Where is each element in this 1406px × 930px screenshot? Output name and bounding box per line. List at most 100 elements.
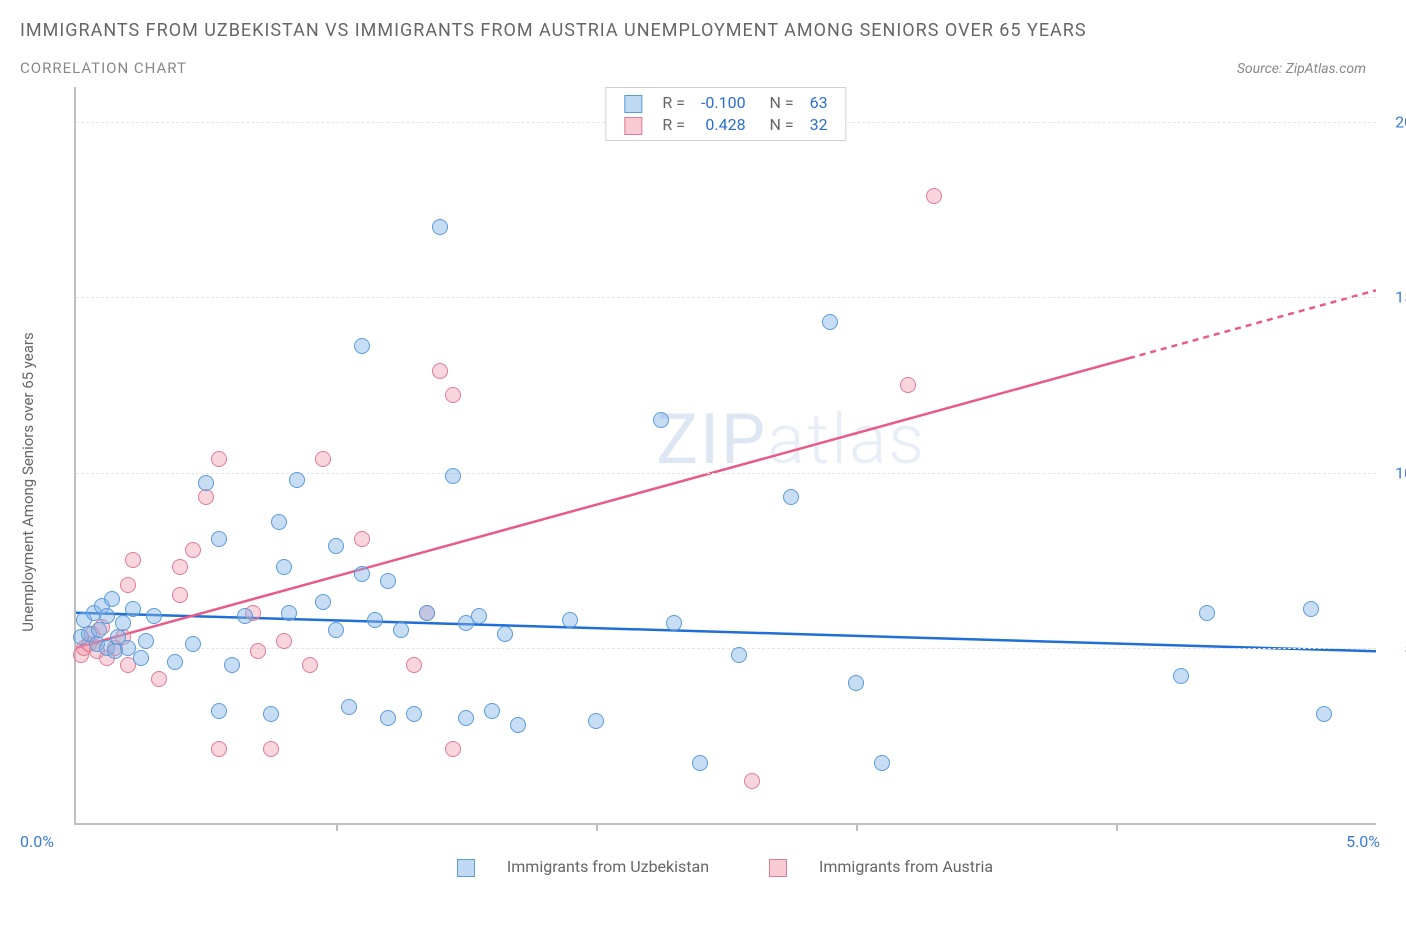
data-point-b [120, 577, 136, 593]
subtitle-row: CORRELATION CHART Source: ZipAtlas.com [20, 59, 1376, 77]
data-point-b [125, 552, 141, 568]
stats-row-a: R = -0.100 N = 63 [616, 92, 835, 114]
data-point-a [562, 612, 578, 628]
data-point-b [445, 741, 461, 757]
data-point-a [380, 710, 396, 726]
data-point-a [315, 594, 331, 610]
data-point-b [315, 451, 331, 467]
data-point-a [354, 338, 370, 354]
data-point-a [822, 314, 838, 330]
data-point-a [783, 489, 799, 505]
data-point-a [445, 468, 461, 484]
data-point-a [211, 703, 227, 719]
stat-label-r: R = [654, 92, 693, 114]
y-tick-label: 10.0% [1382, 463, 1406, 482]
data-point-b [445, 387, 461, 403]
data-point-a [125, 601, 141, 617]
chart-area: Unemployment Among Seniors over 65 years… [20, 87, 1376, 877]
data-point-a [133, 650, 149, 666]
data-point-a [328, 622, 344, 638]
y-tick-label: 5.0% [1382, 638, 1406, 657]
data-point-a [692, 755, 708, 771]
data-point-a [393, 622, 409, 638]
data-point-b [172, 559, 188, 575]
swatch-pink-icon [769, 859, 787, 877]
data-point-b [406, 657, 422, 673]
data-point-a [211, 531, 227, 547]
data-point-a [1316, 706, 1332, 722]
y-tick-label: 15.0% [1382, 288, 1406, 307]
data-point-b [185, 542, 201, 558]
watermark-bold: ZIP [656, 399, 767, 481]
data-point-a [354, 566, 370, 582]
data-point-a [185, 636, 201, 652]
stat-b-n: 32 [802, 114, 836, 136]
data-point-a [367, 612, 383, 628]
data-point-a [588, 713, 604, 729]
data-point-b [354, 531, 370, 547]
y-tick-label: 20.0% [1382, 113, 1406, 132]
data-point-a [848, 675, 864, 691]
stat-a-r: -0.100 [693, 92, 754, 114]
gridline [76, 297, 1376, 298]
data-point-a [874, 755, 890, 771]
x-tick-mark [1116, 823, 1118, 831]
data-point-b [211, 451, 227, 467]
data-point-a [328, 538, 344, 554]
data-point-a [380, 573, 396, 589]
data-point-b [744, 773, 760, 789]
data-point-a [484, 703, 500, 719]
data-point-a [289, 472, 305, 488]
y-axis-label: Unemployment Among Seniors over 65 years [19, 332, 37, 631]
x-tick-mark [336, 823, 338, 831]
data-point-b [151, 671, 167, 687]
data-point-a [432, 219, 448, 235]
data-point-a [138, 633, 154, 649]
data-point-a [1173, 668, 1189, 684]
swatch-blue-icon [624, 95, 642, 113]
data-point-a [91, 622, 107, 638]
data-point-a [263, 706, 279, 722]
data-point-a [271, 514, 287, 530]
data-point-a [198, 475, 214, 491]
x-tick-max: 5.0% [1346, 832, 1380, 851]
data-point-b [198, 489, 214, 505]
data-point-a [731, 647, 747, 663]
gridline [76, 473, 1376, 474]
stat-b-r: 0.428 [693, 114, 754, 136]
data-point-a [471, 608, 487, 624]
gridline [76, 648, 1376, 649]
data-point-a [115, 615, 131, 631]
data-point-b [211, 741, 227, 757]
watermark: ZIPatlas [656, 399, 926, 481]
data-point-a [458, 710, 474, 726]
stat-a-n: 63 [802, 92, 836, 114]
chart-title: IMMIGRANTS FROM UZBEKISTAN VS IMMIGRANTS… [20, 20, 1376, 41]
stat-label-n: N = [754, 92, 802, 114]
data-point-a [281, 605, 297, 621]
data-point-a [341, 699, 357, 715]
data-point-b [250, 643, 266, 659]
data-point-a [276, 559, 292, 575]
x-tick-mark [856, 823, 858, 831]
source-attribution: Source: ZipAtlas.com [1237, 61, 1366, 77]
data-point-b [900, 377, 916, 393]
data-point-a [666, 615, 682, 631]
data-point-b [172, 587, 188, 603]
data-point-b [263, 741, 279, 757]
stats-legend: R = -0.100 N = 63 R = 0.428 N = 32 [605, 87, 846, 141]
data-point-b [302, 657, 318, 673]
legend-item-b: Immigrants from Austria [755, 857, 1007, 876]
data-point-a [497, 626, 513, 642]
data-point-a [104, 591, 120, 607]
swatch-blue-icon [457, 859, 475, 877]
data-point-b [276, 633, 292, 649]
data-point-a [1199, 605, 1215, 621]
data-point-a [510, 717, 526, 733]
data-point-a [406, 706, 422, 722]
chart-subtitle: CORRELATION CHART [20, 59, 187, 77]
stats-row-b: R = 0.428 N = 32 [616, 114, 835, 136]
plot-region: R = -0.100 N = 63 R = 0.428 N = 32 [74, 87, 1376, 825]
data-point-a [237, 608, 253, 624]
series-legend: Immigrants from Uzbekistan Immigrants fr… [74, 857, 1376, 877]
